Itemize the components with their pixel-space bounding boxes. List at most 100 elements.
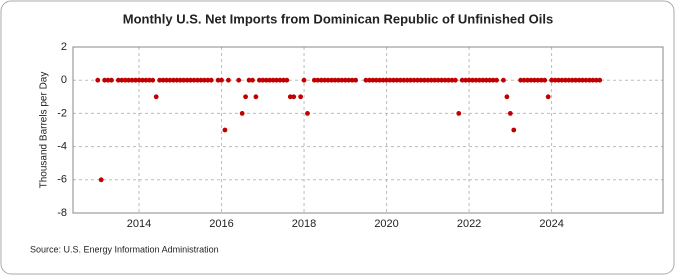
point [177, 77, 183, 83]
point [329, 77, 334, 83]
point [95, 77, 101, 83]
point [391, 77, 396, 83]
point [167, 77, 173, 83]
point [305, 111, 310, 116]
point [336, 77, 341, 83]
point [415, 77, 420, 83]
point [401, 77, 407, 83]
point [363, 77, 369, 83]
point [311, 77, 317, 83]
point [542, 77, 548, 83]
point [191, 77, 197, 83]
point [418, 77, 424, 83]
point [566, 77, 572, 83]
point [325, 77, 331, 83]
x-tick-label: 2020 [374, 218, 398, 230]
y-tick-label: -8 [57, 207, 67, 219]
point [439, 77, 444, 83]
point [476, 77, 482, 83]
point [322, 77, 328, 83]
point [370, 77, 376, 83]
point [422, 77, 427, 83]
point [181, 77, 187, 83]
point [253, 94, 259, 100]
point [552, 77, 558, 83]
point [590, 77, 596, 83]
point [452, 77, 458, 83]
point [377, 77, 383, 83]
point [507, 111, 513, 116]
point [270, 77, 276, 83]
point [525, 77, 530, 83]
x-tick-label: 2022 [457, 218, 481, 230]
point [208, 77, 214, 83]
x-tick-label: 2018 [292, 218, 316, 230]
point [593, 77, 599, 83]
point [236, 77, 242, 83]
point [353, 77, 359, 83]
point [435, 77, 441, 83]
point [205, 77, 211, 83]
y-tick-label: 2 [61, 41, 67, 53]
point [449, 77, 455, 83]
point [528, 77, 534, 83]
point [143, 77, 149, 83]
point [569, 77, 575, 83]
point [411, 77, 417, 83]
point [267, 77, 273, 83]
x-tick-label: 2024 [539, 218, 563, 230]
point [587, 77, 592, 83]
plot-frame [72, 46, 664, 214]
point [501, 77, 506, 83]
point [102, 77, 108, 83]
point [146, 77, 152, 83]
point [366, 77, 372, 83]
point [470, 77, 475, 83]
point [480, 77, 486, 83]
point [397, 77, 403, 83]
point [573, 77, 579, 83]
point [349, 77, 355, 83]
point [246, 77, 252, 83]
point [284, 77, 290, 83]
y-tick-label: -6 [57, 174, 67, 186]
point [446, 77, 451, 83]
point [556, 77, 561, 83]
point [583, 77, 589, 83]
y-axis-label: Thousand Barrels per Day [39, 72, 50, 189]
point [126, 77, 132, 83]
point [170, 77, 176, 83]
point [119, 77, 125, 83]
point [222, 127, 228, 133]
point [277, 77, 283, 83]
point [580, 77, 585, 83]
point [140, 77, 145, 83]
point [576, 77, 582, 83]
point [219, 77, 224, 83]
point [538, 77, 544, 83]
x-tick-label: 2014 [127, 218, 151, 230]
point [521, 77, 527, 83]
point [263, 77, 269, 83]
source-note: Source: U.S. Energy Information Administ… [30, 244, 219, 254]
point [239, 111, 245, 116]
point [483, 77, 489, 83]
point [250, 77, 255, 83]
point [188, 77, 193, 83]
point [384, 77, 389, 83]
point [164, 77, 169, 83]
point [463, 77, 469, 83]
point [562, 77, 568, 83]
point [105, 77, 111, 83]
point [459, 77, 465, 83]
point [504, 94, 510, 100]
point [315, 77, 321, 83]
point [301, 77, 307, 83]
point [195, 77, 200, 83]
point [243, 94, 248, 100]
point [559, 77, 565, 83]
point [281, 77, 286, 83]
point [318, 77, 324, 83]
point [133, 77, 138, 83]
